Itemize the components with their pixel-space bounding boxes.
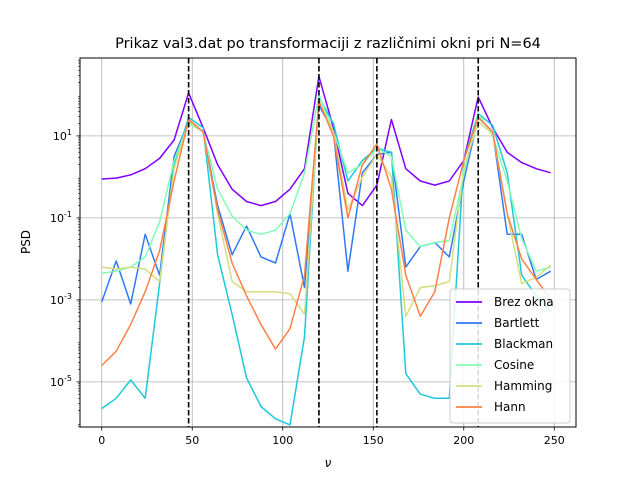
plot-frame	[79, 57, 577, 428]
x-tick-label: 0	[98, 434, 105, 447]
x-tick-label: 150	[363, 434, 384, 447]
x-tick-label: 100	[272, 434, 293, 447]
series-lines	[100, 75, 552, 426]
series-line	[101, 75, 551, 207]
x-tick-label: 200	[453, 434, 474, 447]
x-axis-label: ν	[325, 456, 332, 470]
x-tick-label: 250	[544, 434, 565, 447]
chart-title: Prikaz val3.dat po transformaciji z razl…	[115, 36, 541, 52]
y-tick-label: 10-1	[50, 210, 72, 225]
legend-label: Blackman	[494, 337, 553, 351]
axis-ticks: 0 50 100 150 200 250 10-5 10-3 10-1 101	[50, 59, 565, 447]
legend-label: Hann	[494, 400, 526, 414]
y-axis-label: PSD	[19, 230, 33, 254]
x-tick-label: 50	[185, 434, 199, 447]
legend-label: Brez okna	[494, 295, 554, 309]
legend-label: Cosine	[494, 358, 534, 372]
y-tick-label: 101	[53, 128, 72, 143]
legend: Brez okna Bartlett Blackman Cosine Hamming Ha…	[449, 288, 571, 424]
series-line	[101, 100, 552, 367]
y-tick-label: 10-3	[50, 292, 72, 307]
legend-label: Hamming	[494, 379, 552, 393]
series-line	[101, 100, 552, 318]
legend-label: Bartlett	[494, 316, 540, 330]
y-tick-label: 10-5	[50, 374, 72, 389]
